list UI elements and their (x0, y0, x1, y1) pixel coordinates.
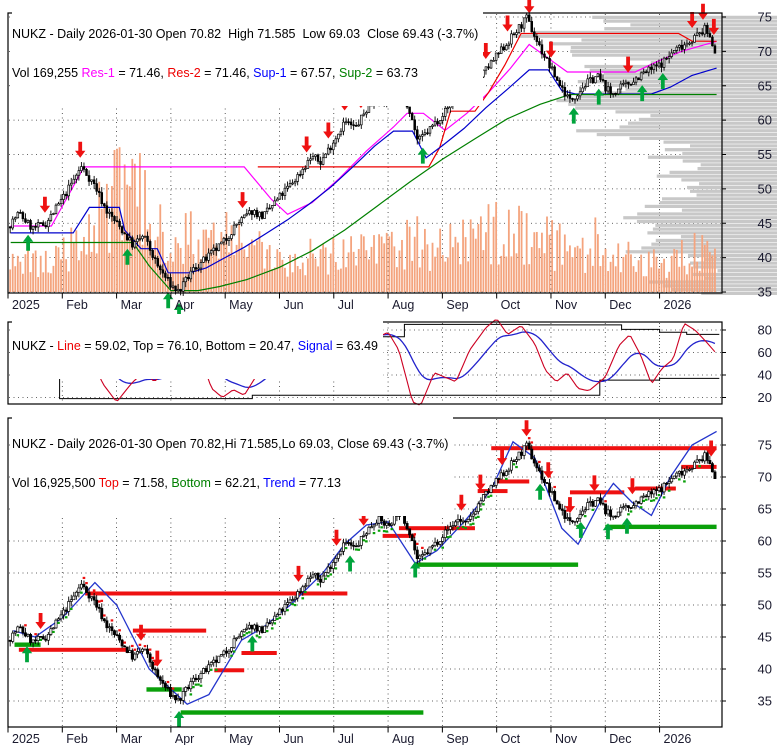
oscillator-panel-y-label: 60 (758, 345, 772, 360)
bottom-signal-arrows (21, 420, 717, 727)
candles (8, 12, 717, 296)
x-axis-label: Jul (338, 732, 354, 745)
header-segment: NUKZ - Daily 2026-01-30 Open 70.82,Hi 71… (12, 437, 449, 451)
x-axis-label: Apr (175, 298, 194, 312)
candles (8, 440, 717, 705)
oscillator-panel-y-label: 40 (758, 368, 772, 383)
volume-by-price-histogram (513, 15, 777, 295)
trend-line (13, 430, 717, 705)
header-segment: = 67.57, (286, 66, 340, 80)
header-segment: = 71.46, (114, 66, 168, 80)
header-segment: Trend (263, 476, 296, 490)
x-axis-label: Aug (392, 298, 414, 312)
x-axis-label: Jun (283, 298, 303, 312)
volume-bars (9, 147, 716, 292)
x-axis-label: Mar (121, 732, 143, 745)
secondary-panel-y-label: 55 (758, 566, 772, 581)
x-axis-label: May (229, 732, 253, 745)
price-panel-y-label: 65 (758, 78, 772, 93)
price-panel-y-label: 55 (758, 147, 772, 162)
price-panel-y-label: 40 (758, 250, 772, 265)
header-segment: Res-1 (81, 66, 115, 80)
x-axis-label: 2025 (12, 298, 40, 312)
x-axis-label: Nov (555, 298, 578, 312)
oscillator-panel-header: NUKZ - Line = 59.02, Top = 76.10, Bottom… (12, 314, 384, 379)
header-segment: Line (57, 339, 81, 353)
x-axis-label: 2026 (664, 732, 692, 745)
header-segment: NUKZ - Daily 2026-01-30 Open 70.82 High … (12, 27, 479, 41)
top-panel-title: NUKZ - Daily 2026-01-30 Open 70.82 High … (12, 28, 478, 41)
header-segment: Bottom (171, 476, 211, 490)
x-axis-label: Jun (283, 732, 303, 745)
x-axis-label: Aug (392, 732, 414, 745)
x-axis-label: 2025 (12, 732, 40, 745)
header-segment: Sup-2 (339, 66, 373, 80)
x-axis-label: 2026 (664, 298, 692, 312)
sup1-blue-line (10, 67, 717, 274)
bottom-panel-header: NUKZ - Daily 2026-01-30 Open 70.82,Hi 71… (12, 412, 454, 516)
secondary-panel-y-label: 60 (758, 534, 772, 549)
x-axis-label: Dec (609, 732, 631, 745)
top-panel-header: NUKZ - Daily 2026-01-30 Open 70.82 High … (12, 2, 484, 106)
res1-magenta-line (10, 40, 717, 227)
price-panel-y-label: 50 (758, 181, 772, 196)
res2-red-line (257, 32, 717, 168)
bottom-panel-indicator-values: Vol 16,925,500 Top = 71.58, Bottom = 62.… (12, 477, 448, 490)
x-axis-label: Feb (66, 732, 88, 745)
header-segment: Res-2 (167, 66, 201, 80)
secondary-panel-y-label: 50 (758, 598, 772, 613)
price-panel-y-label: 75 (758, 10, 772, 25)
header-segment: Vol 169,255 (12, 66, 82, 80)
secondary-panel-y-label: 45 (758, 630, 772, 645)
x-axis-label: Oct (501, 732, 521, 745)
x-axis-label: Sep (446, 298, 468, 312)
header-segment: = 63.73 (372, 66, 418, 80)
header-segment: Sup-1 (253, 66, 287, 80)
header-segment: = 71.46, (200, 66, 254, 80)
x-axis-label: Jul (338, 298, 354, 312)
oscillator-panel-y-label: 80 (758, 323, 772, 338)
x-axis-label: May (229, 298, 253, 312)
header-segment: = 71.58, (118, 476, 172, 490)
bottom-x-axis: 2025 Feb Mar Apr May Jun Jul Aug Sep Oct Nov Dec 202… (7, 727, 692, 745)
secondary-panel-y-label: 40 (758, 662, 772, 677)
x-axis-label: Dec (609, 298, 631, 312)
top-x-axis: 2025 Feb Mar Apr May Jun Jul Aug Sep Oct Nov Dec 202… (7, 293, 692, 312)
x-axis-label: Mar (121, 298, 143, 312)
header-segment: = 62.21, (210, 476, 264, 490)
header-segment: Top (98, 476, 119, 490)
header-segment: = 77.13 (295, 476, 341, 490)
secondary-panel-y-label: 65 (758, 502, 772, 517)
x-axis-label: Feb (66, 298, 88, 312)
swing-marks (16, 437, 717, 696)
header-segment: Vol 16,925,500 (12, 476, 99, 490)
price-panel-y-label: 45 (758, 216, 772, 231)
header-segment: = 63.49 (332, 339, 379, 353)
top-panel-indicator-values: Vol 169,255 Res-1 = 71.46, Res-2 = 71.46… (12, 67, 478, 80)
header-segment: Signal (297, 339, 333, 353)
price-panel-y-label: 60 (758, 113, 772, 128)
oscillator-bottom-band (32, 363, 720, 400)
x-axis-label: Nov (555, 732, 578, 745)
oscillator-panel-y-label: 20 (758, 390, 772, 405)
breakout-level-segments (14, 446, 717, 715)
header-segment: NUKZ - (12, 339, 58, 353)
oscillator-values: NUKZ - Line = 59.02, Top = 76.10, Bottom… (12, 340, 378, 353)
secondary-panel-y-label: 70 (758, 470, 772, 485)
secondary-panel-y-label: 75 (758, 438, 772, 453)
bottom-panel-title: NUKZ - Daily 2026-01-30 Open 70.82,Hi 71… (12, 438, 448, 451)
x-axis-label: Oct (501, 298, 521, 312)
secondary-panel-y-label: 35 (758, 694, 772, 709)
x-axis-label: Apr (175, 732, 194, 745)
sup2-green-line (10, 93, 717, 292)
price-panel-y-label: 70 (758, 44, 772, 59)
header-segment: = 59.02, Top = 76.10, Bottom = 20.47, (80, 339, 298, 353)
x-axis-label: Sep (446, 732, 468, 745)
price-panel-y-label: 35 (758, 285, 772, 300)
